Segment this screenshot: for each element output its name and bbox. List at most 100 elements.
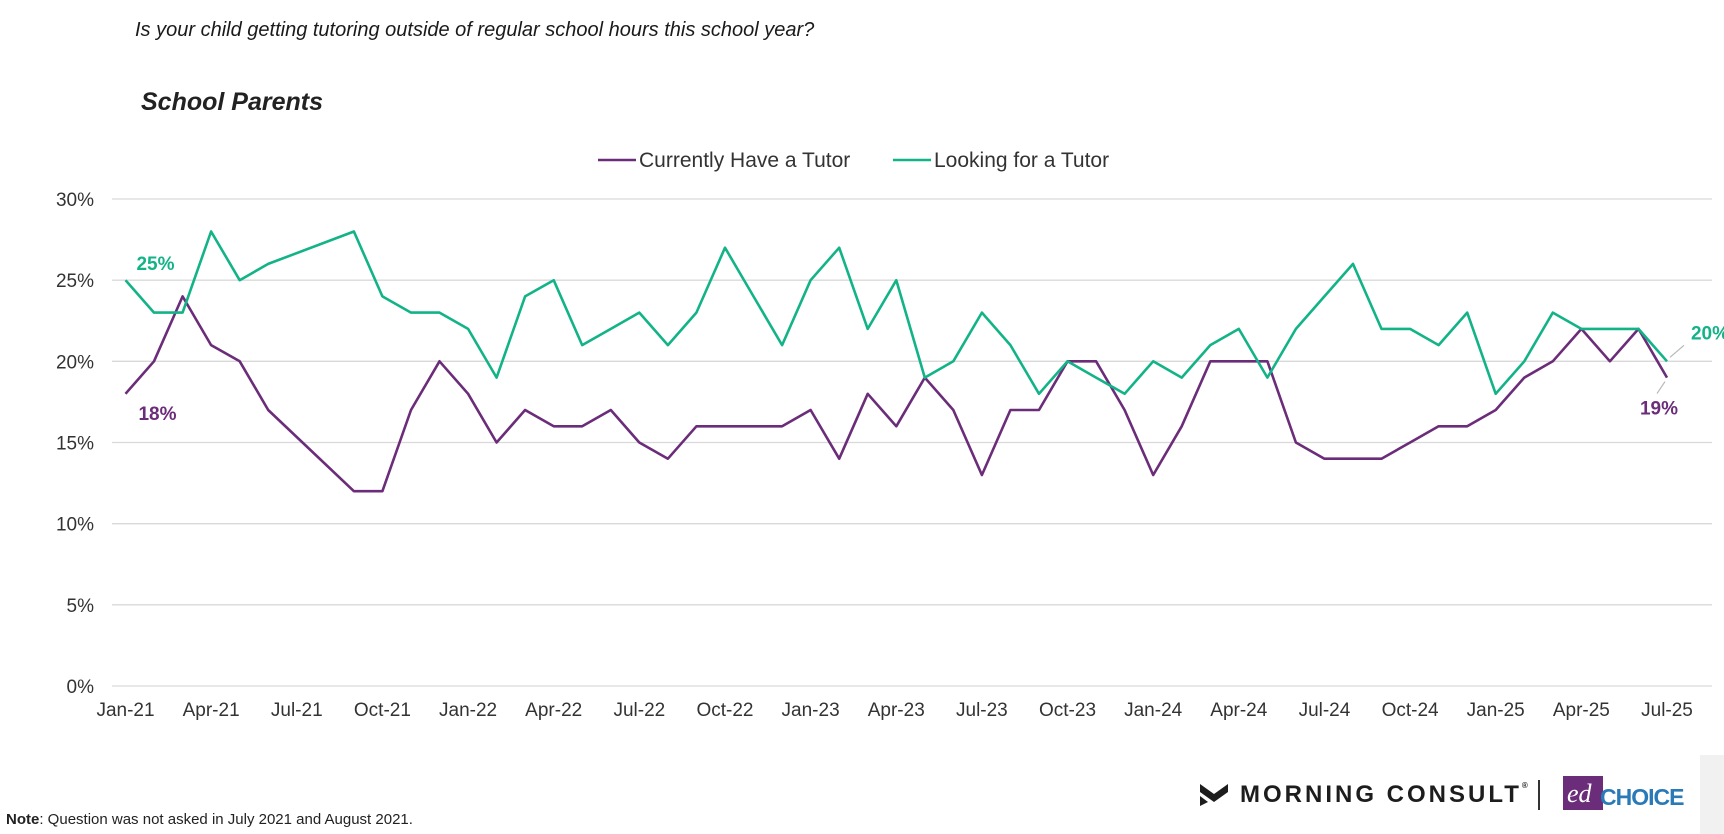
data-point — [1066, 360, 1069, 363]
y-tick-label: 10% — [56, 515, 94, 536]
data-point — [1380, 457, 1383, 460]
x-tick-label: Apr-24 — [1210, 700, 1267, 721]
data-point — [952, 360, 955, 363]
data-point — [1152, 360, 1155, 363]
x-tick-label: Jul-24 — [1299, 700, 1351, 721]
morning-consult-logo: MORNING CONSULT® — [1240, 781, 1528, 809]
data-point — [895, 425, 898, 428]
data-point — [781, 344, 784, 347]
x-tick-label: Jan-25 — [1467, 700, 1525, 721]
data-point — [1466, 311, 1469, 314]
y-tick-label: 5% — [67, 596, 95, 617]
data-point — [552, 425, 555, 428]
y-tick-label: 20% — [56, 352, 94, 373]
data-point — [1352, 457, 1355, 460]
data-point — [724, 246, 727, 249]
data-point — [1608, 327, 1611, 330]
series-line-currently-have-tutor — [124, 295, 1669, 493]
data-point — [1437, 425, 1440, 428]
data-point — [1237, 360, 1240, 363]
chart-title: School Parents — [141, 88, 323, 116]
data-point — [352, 490, 355, 493]
data-point — [581, 425, 584, 428]
data-point — [952, 409, 955, 412]
data-point — [1095, 376, 1098, 379]
data-point — [1294, 441, 1297, 444]
data-point — [809, 279, 812, 282]
data-label-tutor-start: 18% — [138, 404, 176, 425]
leader-line — [1669, 344, 1685, 358]
data-point — [838, 246, 841, 249]
data-point — [1409, 327, 1412, 330]
data-point — [524, 409, 527, 412]
y-tick-label: 0% — [67, 677, 95, 698]
logo-divider — [1538, 780, 1540, 810]
data-point — [1209, 360, 1212, 363]
data-point — [153, 311, 156, 314]
x-tick-label: Apr-21 — [183, 700, 240, 721]
data-point — [1180, 376, 1183, 379]
x-tick-label: Oct-23 — [1039, 700, 1096, 721]
data-point — [638, 311, 641, 314]
data-point — [1266, 376, 1269, 379]
footnote: Note: Question was not asked in July 202… — [6, 811, 413, 828]
series-line-looking-for-tutor — [124, 230, 1668, 396]
data-point — [752, 295, 755, 298]
morning-consult-wordmark: MORNING CONSULT — [1240, 781, 1522, 808]
data-point — [1551, 311, 1554, 314]
data-point — [1009, 409, 1012, 412]
data-point — [1038, 409, 1041, 412]
data-point — [980, 474, 983, 477]
data-point — [1038, 392, 1041, 395]
legend-label-currently-have-tutor: Currently Have a Tutor — [639, 149, 850, 172]
data-point — [866, 392, 869, 395]
data-point — [1494, 392, 1497, 395]
data-point — [581, 344, 584, 347]
data-point — [1409, 441, 1412, 444]
data-point — [467, 327, 470, 330]
edchoice-wordmark: CHOICE — [1600, 784, 1684, 810]
x-tick-label: Oct-22 — [696, 700, 753, 721]
survey-question: Is your child getting tutoring outside o… — [135, 19, 815, 41]
data-point — [238, 279, 241, 282]
data-point — [695, 425, 698, 428]
data-point — [1095, 360, 1098, 363]
note-text: : Question was not asked in July 2021 an… — [39, 811, 413, 828]
x-tick-label: Jan-21 — [96, 700, 154, 721]
data-point — [1294, 327, 1297, 330]
data-point — [695, 311, 698, 314]
data-point — [666, 457, 669, 460]
data-point — [781, 425, 784, 428]
data-point — [352, 230, 355, 233]
brand-logos: MORNING CONSULT® ed CHOICE — [1200, 776, 1684, 816]
x-tick-label: Oct-21 — [354, 700, 411, 721]
data-point — [238, 360, 241, 363]
data-point — [724, 425, 727, 428]
line-chart: 0% 5% 10% 15% 20% 25% 30% Jan-21 Apr-21 Jul-21 Oct… — [56, 149, 1724, 721]
data-point — [381, 295, 384, 298]
data-point — [210, 230, 213, 233]
data-point — [866, 327, 869, 330]
data-point — [1551, 360, 1554, 363]
data-point — [609, 409, 612, 412]
x-tick-label: Jan-24 — [1124, 700, 1183, 721]
x-tick-label: Jul-23 — [956, 700, 1008, 721]
data-point — [1380, 327, 1383, 330]
data-point — [438, 360, 441, 363]
leader-line — [1656, 381, 1666, 394]
x-tick-label: Jul-25 — [1641, 700, 1693, 721]
data-point — [838, 457, 841, 460]
edchoice-ed-text: ed — [1567, 779, 1593, 808]
x-tick-label: Apr-25 — [1553, 700, 1610, 721]
data-point — [1123, 409, 1126, 412]
data-point — [467, 392, 470, 395]
data-point — [495, 441, 498, 444]
x-tick-label: Oct-24 — [1382, 700, 1439, 721]
data-point — [1608, 360, 1611, 363]
data-point — [267, 409, 270, 412]
legend-label-looking-for-tutor: Looking for a Tutor — [934, 149, 1109, 172]
x-tick-label: Jan-22 — [439, 700, 497, 721]
data-point — [1237, 327, 1240, 330]
data-point — [1323, 295, 1326, 298]
data-point — [1494, 409, 1497, 412]
